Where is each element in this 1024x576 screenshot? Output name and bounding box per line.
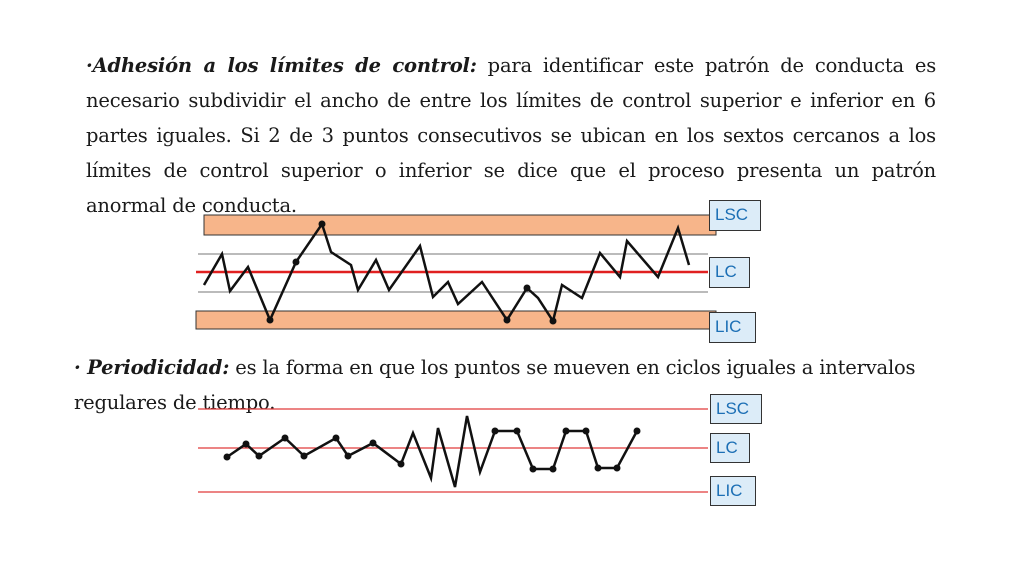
chart1-lc-label: LC [709,257,750,288]
chart2-lc-label: LC [710,433,750,463]
data-point [529,465,537,473]
chart1-lsc-label: LSC [709,200,761,231]
data-point [523,284,531,292]
chart1-lic-label: LIC [709,312,756,343]
process-trace-1 [202,221,691,325]
adhesion-body: para identificar este patrón de conducta… [86,54,936,217]
data-point [318,220,326,228]
chart2-lic-label: LIC [710,476,756,506]
data-point [582,427,590,435]
data-point [266,316,274,324]
data-point [562,427,570,435]
data-point [549,465,557,473]
data-point [281,434,289,442]
periodicidad-paragraph: · Periodicidad: es la forma en que los p… [74,350,944,420]
data-point [549,317,557,325]
data-point [300,452,308,460]
data-point [633,427,641,435]
data-point [594,464,602,472]
process-trace-2 [226,415,639,488]
adhesion-paragraph: ·Adhesión a los límites de control: para… [86,48,936,223]
data-point [369,439,377,447]
chart2-lsc-label: LSC [710,394,762,424]
periodicidad-title: · Periodicidad: [74,356,230,379]
data-point [491,427,499,435]
data-point [513,427,521,435]
adhesion-title: ·Adhesión a los límites de control: [86,54,477,77]
data-point [613,464,621,472]
data-point [503,316,511,324]
data-point [397,460,405,468]
data-point [223,453,231,461]
data-point [242,440,250,448]
data-point [344,452,352,460]
data-point [255,452,263,460]
periodicidad-body: es la forma en que los puntos se mueven … [74,356,916,414]
data-point [332,434,340,442]
data-point [292,258,300,266]
